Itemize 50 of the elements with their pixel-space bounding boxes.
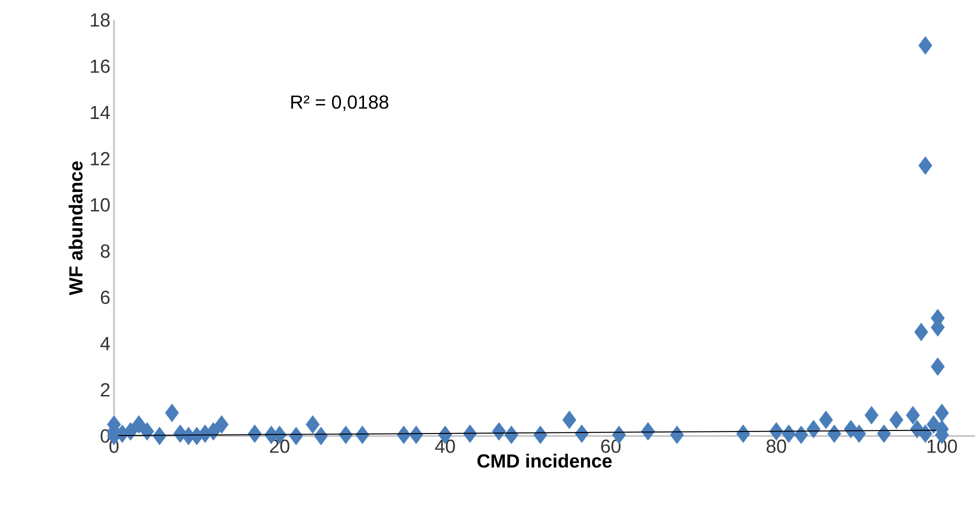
point	[794, 426, 808, 444]
point	[930, 357, 945, 376]
point	[504, 426, 518, 444]
y-tick-label: 8	[100, 244, 110, 258]
point	[206, 422, 220, 441]
x-tick-label: 100	[928, 440, 957, 453]
y-tick-label: 18	[90, 13, 110, 27]
x-axis-title: CMD incidence	[477, 454, 612, 468]
y-tick-label: 16	[90, 60, 110, 73]
point	[827, 424, 842, 443]
x-tick-label: 80	[766, 440, 786, 453]
point	[165, 404, 179, 422]
y-tick-label: 12	[90, 152, 110, 166]
point	[355, 426, 370, 444]
point	[806, 420, 821, 438]
point	[918, 36, 932, 55]
point	[736, 424, 750, 443]
point	[214, 415, 229, 434]
point	[914, 322, 928, 342]
annotation: R² = 0,0188	[291, 95, 388, 112]
point	[314, 426, 328, 446]
point	[918, 156, 932, 175]
point	[140, 422, 154, 441]
point	[492, 422, 506, 441]
point	[889, 410, 904, 430]
y-axis-title: WF abundance	[68, 161, 83, 296]
point	[248, 424, 262, 443]
point	[132, 415, 146, 434]
point	[852, 424, 866, 443]
y-tick-label: 4	[100, 337, 110, 350]
point	[906, 406, 920, 424]
point	[306, 415, 320, 434]
y-tick-label: 14	[90, 106, 110, 119]
point	[533, 426, 548, 444]
point	[819, 410, 833, 430]
point	[876, 424, 891, 443]
y-tick-label: 10	[90, 198, 110, 212]
point	[934, 404, 949, 422]
point	[289, 426, 304, 446]
point	[910, 420, 924, 438]
y-tick-label: 2	[100, 383, 110, 396]
point	[409, 426, 424, 444]
point	[124, 422, 138, 441]
y-tick-label: 6	[100, 290, 110, 304]
point	[670, 426, 684, 444]
point	[574, 424, 589, 443]
point	[562, 410, 576, 430]
point	[864, 406, 878, 424]
point	[338, 426, 353, 444]
x-tick-label: 40	[435, 440, 455, 453]
